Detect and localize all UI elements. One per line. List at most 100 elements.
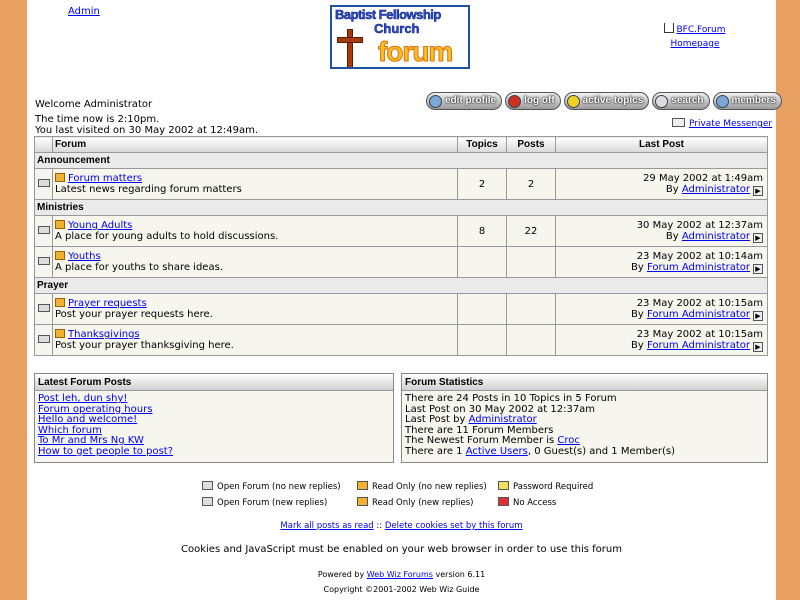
stat-line: Last Post by Administrator [405,414,764,426]
no-access-icon [498,497,509,506]
users-icon [715,95,729,108]
active-topics-button[interactable]: active topics [563,92,650,110]
powered-text: Powered by [317,570,367,579]
lock-new-icon [357,497,368,506]
edit-profile-button[interactable]: edit profile [426,92,503,110]
stat-text: There are 1 [405,445,466,457]
last-post-date: 30 May 2002 at 12:37am [636,219,763,231]
forum-logo[interactable]: Baptist Fellowship Church forum [330,5,470,69]
forum-status-cell [34,215,53,247]
latest-post-link[interactable]: How to get people to post? [38,445,174,457]
topics-count [457,324,507,356]
stat-line: There are 1 Active Users, 0 Guest(s) and… [405,445,764,458]
latest-post-link[interactable]: Post leh, dun shy! [38,393,128,404]
category-name: Announcement [34,152,768,169]
forum-cell: Youths A place for youths to share ideas. [52,246,458,278]
topics-count: 2 [457,168,507,200]
go-to-last-post-icon[interactable]: ▶ [753,310,763,321]
legend-item: No Access [498,495,556,511]
homepage-link[interactable]: BFC.Forum [676,25,726,35]
last-visit: You last visited on 30 May 2002 at 12:49… [35,125,259,136]
log-off-button[interactable]: log off [505,92,561,110]
forum-description: A place for youths to share ideas. [55,262,223,273]
envelope-icon [672,118,685,127]
logo-text: Baptist Fellowship [335,7,442,22]
private-messenger-link[interactable]: Private Messenger [689,119,773,129]
logo-text: Church [374,21,420,36]
search-button[interactable]: search [652,92,710,110]
cross-icon [347,29,353,67]
admin-link[interactable]: Admin [68,6,100,17]
powered-text: version 6.11 [432,570,486,579]
last-post-cell: 30 May 2002 at 12:37am By Administrator ▶ [555,215,768,247]
button-label: members [731,95,776,106]
active-users-link[interactable]: Active Users [465,445,528,457]
latest-post-link[interactable]: To Mr and Mrs Ng KW [38,435,144,446]
last-post-author-link[interactable]: Administrator [681,183,750,195]
home-icon [664,23,675,33]
icon-column-header [34,136,53,153]
envelope-icon [202,481,213,490]
go-to-last-post-icon[interactable]: ▶ [753,341,763,352]
by-label: By [630,261,647,273]
delete-cookies-link[interactable]: Delete cookies set by this forum [384,521,523,531]
forum-cell: Forum matters Latest news regarding forum… [52,168,458,200]
go-to-last-post-icon[interactable]: ▶ [753,263,763,274]
members-button[interactable]: members [712,92,782,110]
last-post-cell: 23 May 2002 at 10:15am By Forum Administr… [555,324,768,356]
newest-member-link[interactable]: Croc [557,435,580,446]
forum-cell: Young Adults A place for young adults to … [52,215,458,247]
legend-label: Open Forum (no new replies) [217,482,341,492]
cookies-note: Cookies and JavaScript must be enabled o… [181,544,622,555]
posts-column-header: Posts [506,136,556,153]
last-post-author-link[interactable]: Forum Administrator [646,339,750,351]
web-wiz-forums-link[interactable]: Web Wiz Forums [366,570,433,579]
welcome-info: Welcome Administrator The time now is 2:… [35,99,258,136]
envelope-icon [37,334,50,343]
forum-link[interactable]: Young Adults [68,220,133,231]
latest-post-link[interactable]: Which forum [38,424,102,436]
forum-link[interactable]: Youths [68,251,101,262]
copyright: Copyright ©2001-2002 Web Wiz Guide [323,585,480,594]
last-post-author-link[interactable]: Forum Administrator [646,308,750,320]
current-time: The time now is 2:10pm. [35,114,160,125]
folder-icon [55,220,65,229]
last-post-cell: 29 May 2002 at 1:49am By Administrator ▶ [555,168,768,200]
stat-text: , 0 Guest(s) and 1 Member(s) [527,445,675,457]
toolbar: edit profile log off active topics searc… [426,92,782,110]
forum-row: Thanksgivings Post your prayer thanksgivi… [34,324,768,356]
last-post-author-link[interactable]: Administrator [681,230,750,242]
mark-all-read-link[interactable]: Mark all posts as read [280,521,374,531]
go-to-last-post-icon[interactable]: ▶ [753,185,763,196]
forum-status-cell [34,324,53,356]
forum-status-cell [34,293,53,325]
envelope-icon [37,225,50,234]
last-post-author-link[interactable]: Forum Administrator [646,261,750,273]
go-to-last-post-icon[interactable]: ▶ [753,232,763,243]
key-icon [498,481,509,490]
folder-icon [55,173,65,182]
envelope-icon [37,303,50,312]
folder-icon [55,329,65,338]
button-label: search [671,95,704,106]
forum-row: Prayer requests Post your prayer requests… [34,293,768,325]
latest-posts-panel: Latest Forum Posts Post leh, dun shy! For… [34,373,394,463]
stat-line: Last Post on 30 May 2002 at 12:37am [405,403,596,415]
latest-post-link[interactable]: Forum operating hours [38,403,153,415]
stat-line: The Newest Forum Member is Croc [405,435,764,447]
category-name: Prayer [34,277,768,294]
forum-row: Youths A place for youths to share ideas.… [34,246,768,278]
forum-link[interactable]: Thanksgivings [68,329,140,340]
legend-label: Password Required [513,482,594,492]
envelope-new-icon [202,497,213,506]
last-poster-link[interactable]: Administrator [468,414,537,425]
latest-post-link[interactable]: Hello and welcome! [38,414,138,425]
user-icon [429,95,442,108]
forum-link[interactable]: Forum matters [68,173,143,184]
legend-item: Read Only (new replies) [357,495,473,511]
footer-links: Mark all posts as read :: Delete cookies… [27,521,776,531]
stat-line: There are 24 Posts in 10 Topics in 5 For… [405,393,617,404]
by-label: By [630,339,647,351]
forum-link[interactable]: Prayer requests [68,298,147,309]
homepage-link[interactable]: Homepage [670,39,720,49]
